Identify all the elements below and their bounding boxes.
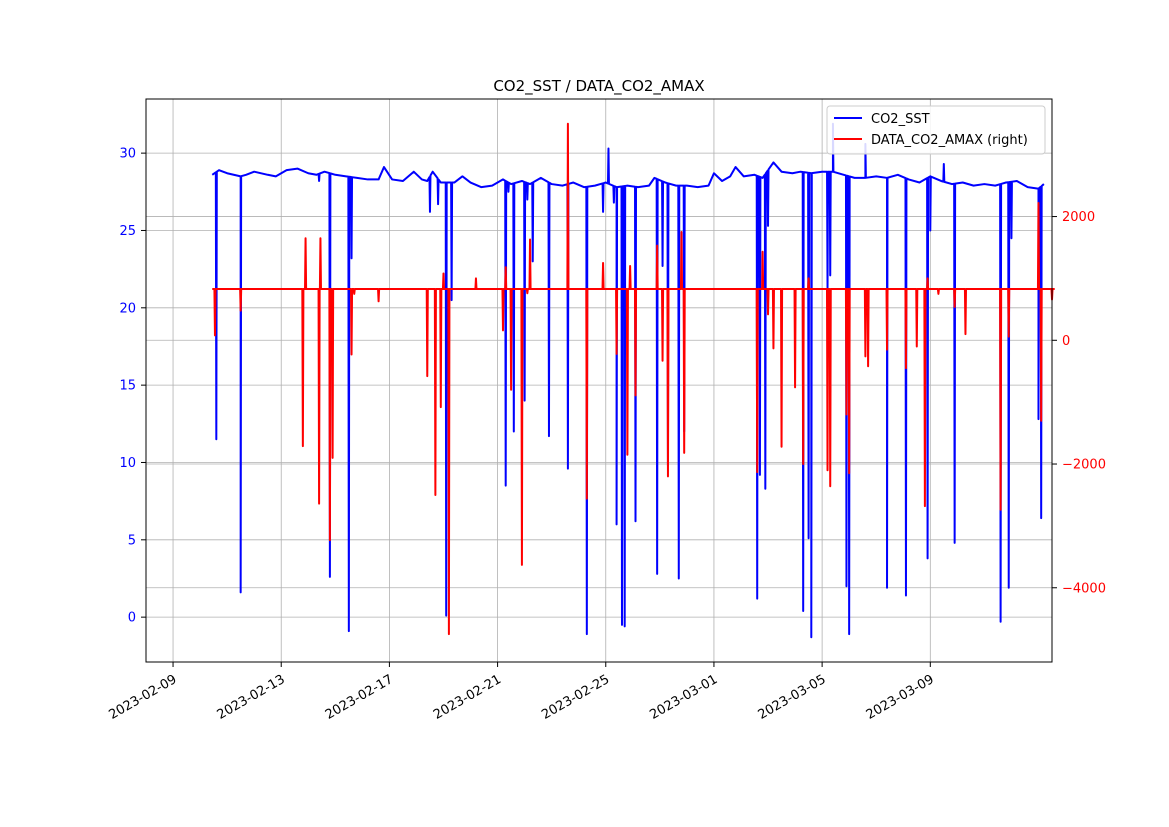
y-left-tick-label: 30 — [119, 147, 136, 162]
y-right-tick-label: 2000 — [1062, 210, 1095, 225]
y-left-tick-label: 25 — [119, 224, 136, 239]
legend-label-data-co2-amax: DATA_CO2_AMAX (right) — [871, 133, 1028, 148]
y-right-tick-label: 0 — [1062, 334, 1070, 349]
series-line-co2-sst — [211, 122, 1045, 639]
y-left-tick-label: 20 — [119, 301, 136, 316]
y-right-tick-label: −4000 — [1062, 581, 1106, 596]
legend: CO2_SST DATA_CO2_AMAX (right) — [826, 105, 1046, 155]
series-line-data-co2-amax — [212, 122, 1055, 636]
y-left-tick-label: 0 — [128, 611, 136, 626]
plot-frame — [145, 98, 1053, 663]
grid-layer — [146, 99, 1052, 662]
chart-title: CO2_SST / DATA_CO2_AMAX — [493, 77, 704, 96]
legend-box — [826, 105, 1046, 155]
series-layer — [211, 122, 1055, 639]
y-left-tick-label: 10 — [119, 456, 136, 471]
legend-label-co2-sst: CO2_SST — [871, 112, 930, 127]
y-left-tick-label: 5 — [128, 533, 136, 548]
y-left-tick-label: 15 — [119, 379, 136, 394]
y-right-tick-label: −2000 — [1062, 458, 1106, 473]
plot-area — [146, 99, 1052, 662]
